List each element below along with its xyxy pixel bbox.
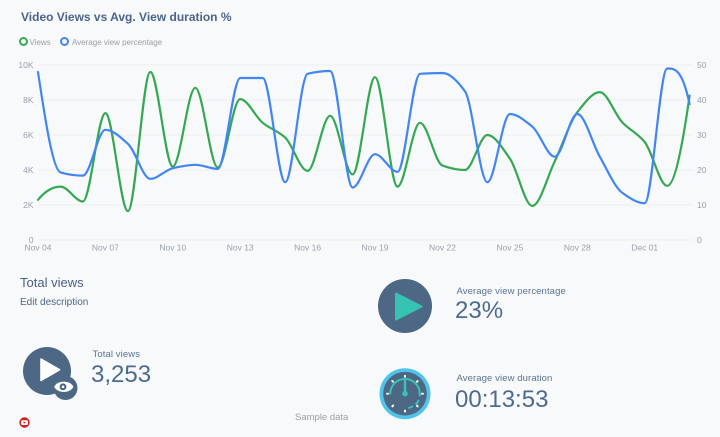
svg-text:2K: 2K [23, 200, 34, 210]
svg-text:6K: 6K [23, 130, 34, 140]
svg-text:Nov 07: Nov 07 [92, 243, 119, 253]
svg-text:4K: 4K [23, 165, 34, 175]
svg-text:50: 50 [697, 60, 707, 70]
svg-text:20: 20 [697, 165, 707, 175]
svg-text:Nov 22: Nov 22 [429, 243, 456, 253]
svg-text:Nov 13: Nov 13 [227, 243, 254, 253]
svg-text:8K: 8K [23, 95, 34, 105]
svg-text:30: 30 [697, 130, 707, 140]
svg-text:Nov 04: Nov 04 [25, 243, 52, 253]
svg-text:Nov 10: Nov 10 [159, 243, 186, 253]
svg-text:0: 0 [697, 235, 702, 245]
svg-text:10K: 10K [18, 60, 33, 70]
svg-text:Nov 25: Nov 25 [496, 243, 523, 253]
svg-text:0: 0 [29, 235, 34, 245]
svg-text:Nov 19: Nov 19 [362, 243, 389, 253]
svg-text:Dec 01: Dec 01 [631, 243, 658, 253]
svg-text:Nov 16: Nov 16 [294, 243, 321, 253]
svg-text:Nov 28: Nov 28 [564, 243, 591, 253]
svg-text:40: 40 [697, 95, 707, 105]
svg-text:10: 10 [697, 200, 707, 210]
